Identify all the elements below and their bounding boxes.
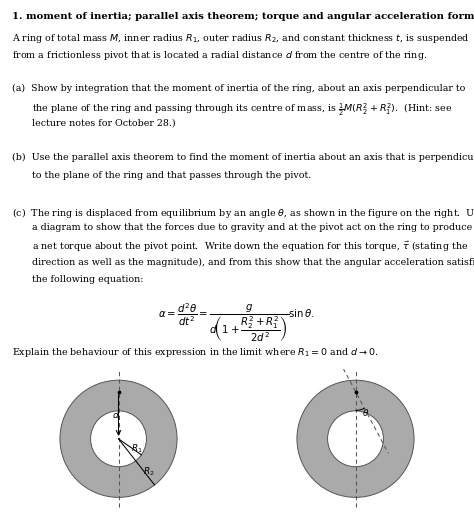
Text: A ring of total mass $M$, inner radius $R_1$, outer radius $R_2$, and constant t: A ring of total mass $M$, inner radius $… — [12, 32, 470, 45]
Text: from a frictionless pivot that is located a radial distance $d$ from the centre : from a frictionless pivot that is locate… — [12, 49, 427, 62]
Text: direction as well as the magnitude), and from this show that the angular acceler: direction as well as the magnitude), and… — [32, 258, 474, 267]
Text: $\theta$: $\theta$ — [362, 407, 370, 417]
Circle shape — [60, 380, 177, 497]
Text: to the plane of the ring and that passes through the pivot.: to the plane of the ring and that passes… — [32, 171, 311, 180]
Circle shape — [328, 411, 383, 467]
Text: $d$: $d$ — [112, 409, 120, 420]
Text: (c)  The ring is displaced from equilibrium by an angle $\theta$, as shown in th: (c) The ring is displaced from equilibri… — [12, 206, 474, 220]
Text: (a)  Show by integration that the moment of inertia of the ring, about an axis p: (a) Show by integration that the moment … — [12, 84, 465, 93]
Text: Explain the behaviour of this expression in the limit where $R_1 = 0$ and $d \to: Explain the behaviour of this expression… — [12, 346, 378, 359]
Text: the following equation:: the following equation: — [32, 275, 144, 284]
Circle shape — [297, 380, 414, 497]
Text: the plane of the ring and passing through its centre of mass, is $\frac{1}{2}M(R: the plane of the ring and passing throug… — [32, 101, 453, 118]
Text: 1. moment of inertia; parallel axis theorem; torque and angular acceleration for: 1. moment of inertia; parallel axis theo… — [12, 12, 474, 21]
Text: $R_1$: $R_1$ — [131, 443, 142, 455]
Text: a diagram to show that the forces due to gravity and at the pivot act on the rin: a diagram to show that the forces due to… — [32, 223, 473, 232]
Text: a net torque about the pivot point.  Write down the equation for this torque, $\: a net torque about the pivot point. Writ… — [32, 240, 468, 255]
Text: (b)  Use the parallel axis theorem to find the moment of inertia about an axis t: (b) Use the parallel axis theorem to fin… — [12, 153, 474, 162]
Circle shape — [91, 411, 146, 467]
Text: lecture notes for October 28.): lecture notes for October 28.) — [32, 119, 176, 128]
Text: $R_2$: $R_2$ — [143, 465, 155, 478]
Text: $\alpha = \dfrac{d^2\theta}{dt^2} = \dfrac{g}{d\!\left(1 + \dfrac{R_2^2+R_1^2}{2: $\alpha = \dfrac{d^2\theta}{dt^2} = \dfr… — [158, 301, 316, 344]
